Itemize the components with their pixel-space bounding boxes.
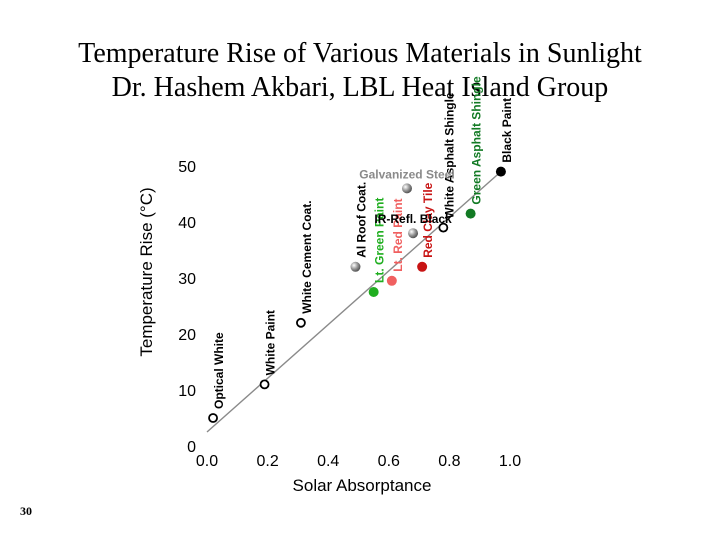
x-tick-label: 1.0 (499, 453, 521, 470)
point-label: Lt. Green Paint (373, 198, 387, 283)
x-axis-label: Solar Absorptance (293, 476, 432, 495)
point-label: Black Paint (500, 98, 514, 163)
page-number: 30 (20, 504, 32, 518)
slide-title-line1: Temperature Rise of Various Materials in… (78, 38, 642, 69)
point-label: Optical White (212, 332, 226, 409)
data-point (495, 166, 506, 177)
point-label: Galvanized Steel (359, 167, 454, 181)
y-tick-label: 20 (178, 327, 196, 344)
x-tick-label: 0.8 (438, 453, 460, 470)
data-point (350, 261, 361, 272)
point-label: Red Clay Tile (421, 182, 435, 257)
data-point (368, 287, 379, 297)
data-point (465, 208, 476, 219)
y-axis-label: Temperature Rise (°C) (137, 187, 156, 356)
x-tick-label: 0.6 (378, 453, 400, 470)
data-point (386, 275, 397, 286)
point-label: White Asphalt Shingle (442, 92, 456, 219)
y-tick-label: 40 (178, 215, 196, 232)
slide-title-line2: Dr. Hashem Akbari, LBL Heat Island Group (111, 72, 609, 103)
data-point (401, 183, 412, 194)
y-tick-label: 30 (178, 271, 196, 288)
point-label: Green Asphalt Shingle (470, 76, 484, 205)
data-point (208, 413, 218, 423)
point-label: White Cement Coat. (300, 200, 314, 313)
x-tick-label: 0.0 (196, 453, 218, 470)
y-tick-label: 50 (178, 159, 196, 176)
data-point (296, 317, 306, 328)
data-point (259, 379, 270, 390)
point-label: IR-Refl. Black (374, 212, 452, 226)
data-point (417, 261, 428, 272)
data-point (438, 222, 449, 233)
trend-line (206, 171, 502, 433)
y-tick-label: 0 (187, 439, 196, 456)
point-label: Al Roof Coat. (354, 182, 368, 258)
point-label: White Paint (264, 310, 278, 375)
data-point (408, 228, 419, 239)
point-label: Lt. Red Paint (391, 198, 405, 271)
x-tick-label: 0.4 (317, 453, 339, 470)
x-tick-label: 0.2 (256, 453, 278, 470)
y-tick-label: 10 (178, 383, 196, 400)
